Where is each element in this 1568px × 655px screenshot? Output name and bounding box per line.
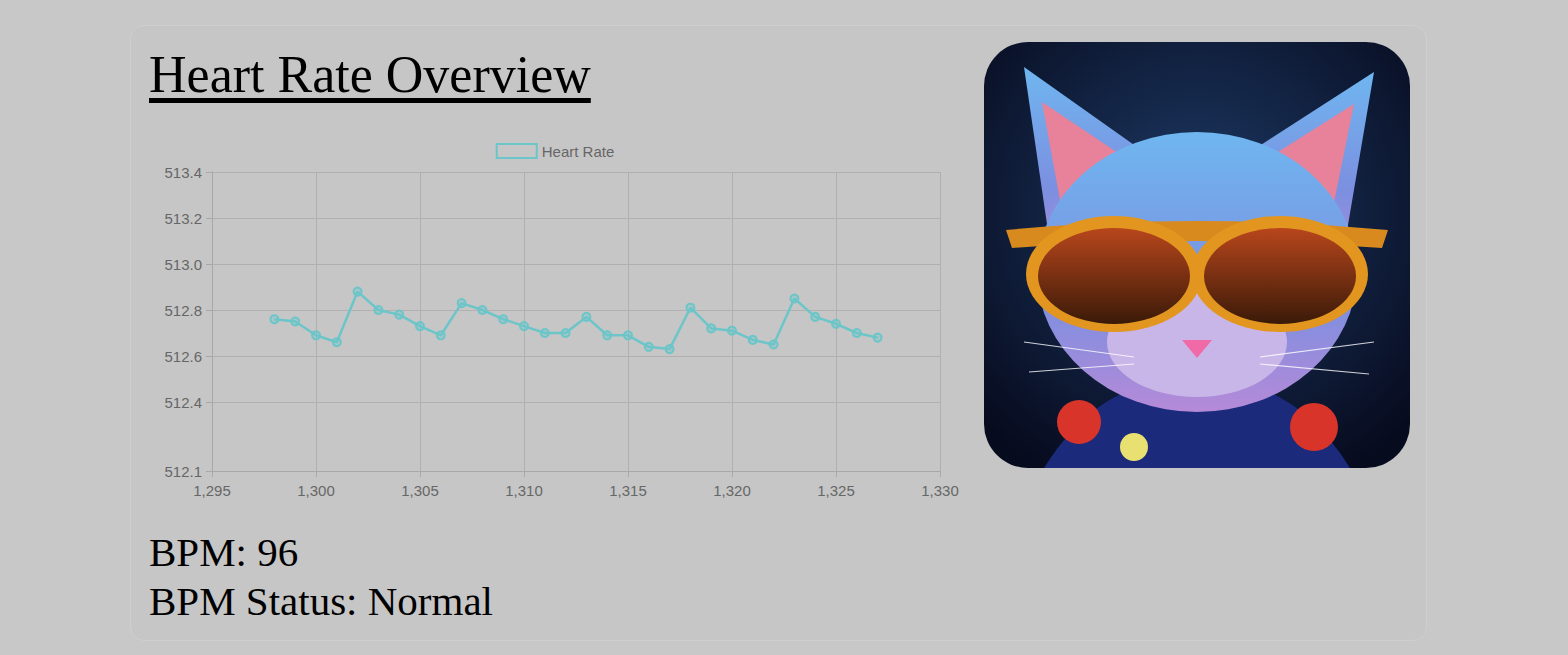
svg-text:1,300: 1,300 (297, 482, 335, 499)
html-text:BPM: 96: BPM: 96 (149, 529, 299, 575)
svg-text:512.8: 512.8 (164, 302, 202, 319)
html-text:BPM Status: Normal: BPM Status: Normal (149, 578, 493, 624)
svg-text:1,305: 1,305 (401, 482, 439, 499)
svg-text:513.0: 513.0 (164, 256, 202, 273)
svg-text:1,320: 1,320 (713, 482, 751, 499)
svg-text:512.6: 512.6 (164, 348, 202, 365)
svg-text:512.1: 512.1 (164, 463, 202, 480)
html-text:Heart Rate Overview: Heart Rate Overview (149, 46, 591, 103)
svg-text:513.4: 513.4 (164, 164, 202, 181)
svg-text:1,310: 1,310 (505, 482, 543, 499)
svg-text:Heart Rate: Heart Rate (542, 143, 615, 160)
svg-text:1,330: 1,330 (921, 482, 959, 499)
svg-text:1,325: 1,325 (817, 482, 855, 499)
svg-text:1,315: 1,315 (609, 482, 647, 499)
svg-text:513.2: 513.2 (164, 210, 202, 227)
svg-text:512.4: 512.4 (164, 394, 202, 411)
svg-text:1,295: 1,295 (193, 482, 231, 499)
